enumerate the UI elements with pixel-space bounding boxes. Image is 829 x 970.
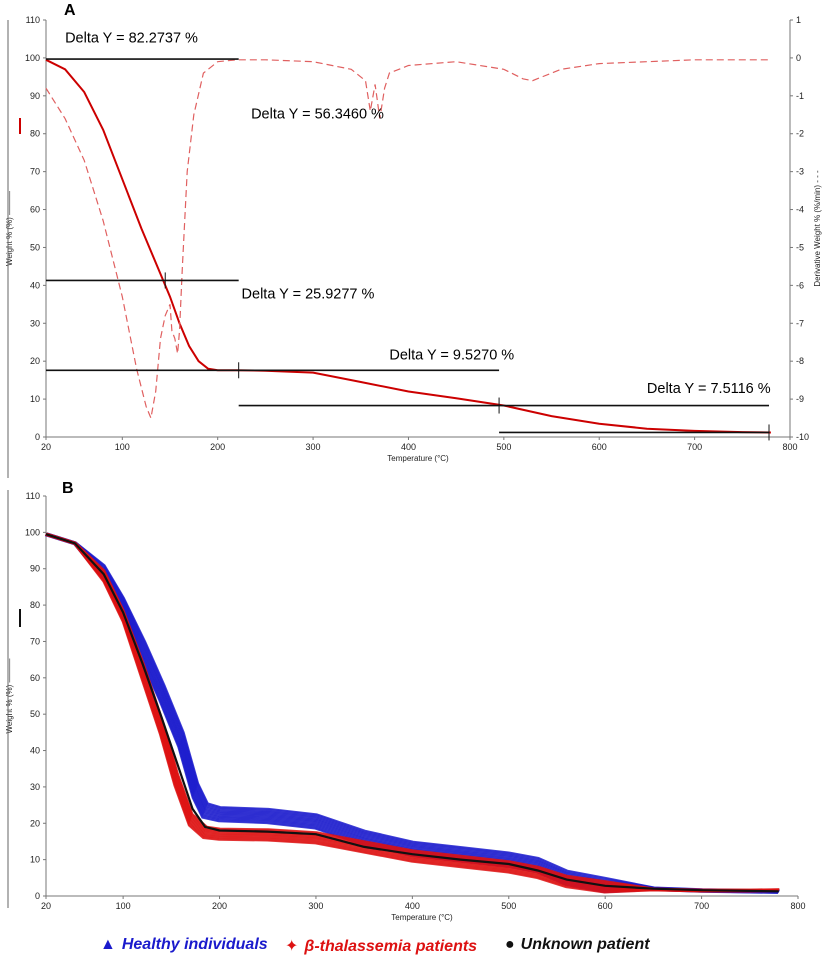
chart-a-x-tick-label: 300 [306, 442, 321, 452]
panel-b: B 20 100 200 300 400 500 600 700 800 0 10 20 30 40 50 6… [0, 478, 829, 928]
chart-b-x-tick-label: 800 [790, 901, 805, 911]
chart-b-y-tick-label: 10 [30, 855, 40, 865]
chart-b-y-tick-label: 50 [30, 709, 40, 719]
chart-a-x-tick-label: 800 [782, 442, 797, 452]
chart-a-y-tick-label: 10 [30, 394, 40, 404]
legend-label-healthy: Healthy individuals [121, 936, 268, 953]
chart-a-y-tick-label: 80 [30, 129, 40, 139]
chart-b-x-tick-label: 300 [308, 901, 323, 911]
chart-b-line-thalassemia [46, 532, 780, 891]
chart-a-delta-label: Delta Y = 7.5116 % [647, 381, 771, 397]
chart-a-delta-label: Delta Y = 25.9277 % [242, 287, 375, 303]
chart-b-line-healthy [46, 532, 780, 892]
triangle-icon: ▲ [100, 936, 116, 953]
chart-b-x-tick-label: 100 [116, 901, 131, 911]
chart-b-y-tick-label: 110 [26, 491, 40, 501]
chart-a-x-tick-label: 400 [401, 442, 416, 452]
chart-b-x-tick-label: 200 [212, 901, 227, 911]
chart-b-y-tick-label: 0 [35, 891, 40, 901]
legend-label-thalassemia: β-thalassemia patients [304, 938, 478, 955]
chart-a-x-tick-label: 200 [210, 442, 225, 452]
chart-b-line-unknown [45, 533, 779, 893]
chart-a-y2-tick-label: -7 [796, 318, 804, 328]
chart-b-y-tick-label: 80 [30, 600, 40, 610]
chart-a-y-tick-label: 110 [26, 15, 40, 25]
chart-a-y2-tick-label: 0 [796, 53, 801, 63]
dot-icon: ● [505, 936, 515, 953]
chart-a-delta-label: Delta Y = 9.5270 % [389, 347, 514, 363]
chart-a-y2-tick-label: -4 [796, 205, 804, 215]
chart-b-x-tick-label: 400 [405, 901, 420, 911]
panel-b-label: B [62, 480, 74, 497]
legend-item-thalassemia: ✦ β-thalassemia patients [285, 936, 477, 956]
star-icon: ✦ [285, 938, 299, 955]
chart-a-y2-tick-label: -9 [796, 394, 804, 404]
chart-a-y-tick-label: 30 [30, 318, 40, 328]
chart-a-y-tick-label: 40 [30, 280, 40, 290]
chart-a-x-axis-label: Temperature (°C) [387, 454, 449, 463]
chart-b-line-healthy [46, 532, 780, 891]
chart-a-x-tick-label: 500 [496, 442, 511, 452]
chart-b-y-tick-label: 90 [30, 564, 40, 574]
chart-b-x-tick-label: 20 [41, 901, 51, 911]
chart-b-y-axis-label: Weight % (%) ——— [5, 659, 14, 734]
chart-a-y-axis-label: Weight % (%) ——— [5, 191, 14, 266]
legend-item-unknown: ● Unknown patient [505, 936, 650, 954]
chart-b-y-tick-label: 100 [25, 527, 40, 537]
chart-a-y-tick-label: 20 [30, 356, 40, 366]
chart-a-y2-tick-label: -1 [796, 91, 804, 101]
chart-b-y-tick-label: 70 [30, 636, 40, 646]
chart-b-x-tick-label: 500 [501, 901, 516, 911]
chart-a-y2-tick-label: -3 [796, 167, 804, 177]
panel-a: A 20 100 200 300 400 500 600 700 800 0 10 20 30 40 50 6… [0, 0, 829, 478]
chart-a-delta-label: Delta Y = 82.2737 % [65, 31, 198, 47]
chart-a: 20 100 200 300 400 500 600 700 80001020304050607… [5, 15, 822, 478]
chart-a-y-tick-label: 100 [25, 53, 40, 63]
chart-a-derivative-line [45, 59, 771, 421]
chart-b-x-axis-label: Temperature (°C) [391, 913, 453, 922]
chart-b-x-tick-label: 700 [694, 901, 709, 911]
chart-a-y-tick-label: 70 [30, 167, 40, 177]
chart-a-y-tick-label: 90 [30, 91, 40, 101]
chart-b-y-tick-label: 20 [30, 818, 40, 828]
chart-b: 20 100 200 300 400 500 600 700 800 0 10 20 30 40 50 60 7… [5, 490, 806, 922]
chart-a-y2-tick-label: -10 [796, 432, 809, 442]
chart-a-y2-tick-label: -6 [796, 280, 804, 290]
chart-a-x-tick-label: 20 [41, 442, 51, 452]
legend: ▲ Healthy individuals ✦ β-thalassemia pati… [0, 930, 829, 970]
chart-a-delta-label: Delta Y = 56.3460 % [251, 107, 384, 123]
chart-b-line-thalassemia [45, 533, 779, 892]
chart-b-y-tick-label: 60 [30, 673, 40, 683]
chart-b-line-thalassemia [45, 533, 779, 892]
chart-a-y-tick-label: 50 [30, 242, 40, 252]
chart-a-x-tick-label: 700 [687, 442, 702, 452]
chart-a-y2-tick-label: 1 [796, 15, 801, 25]
chart-b-x-tick-label: 600 [598, 901, 613, 911]
chart-a-y2-tick-label: -8 [796, 356, 804, 366]
legend-item-healthy: ▲ Healthy individuals [100, 936, 268, 954]
chart-a-x-tick-label: 600 [592, 442, 607, 452]
chart-a-y2-axis-label: Derivative Weight % (%/min) - - - [813, 170, 822, 287]
chart-a-y-tick-label: 60 [30, 205, 40, 215]
chart-b-y-tick-label: 40 [30, 746, 40, 756]
legend-label-unknown: Unknown patient [520, 936, 650, 953]
chart-a-weight-line [45, 58, 771, 434]
chart-a-y-tick-label: 0 [35, 432, 40, 442]
chart-a-y2-tick-label: -5 [796, 242, 804, 252]
chart-a-y2-tick-label: -2 [796, 129, 804, 139]
chart-a-x-tick-label: 100 [115, 442, 130, 452]
panel-a-label: A [64, 2, 76, 19]
chart-b-y-tick-label: 30 [30, 782, 40, 792]
